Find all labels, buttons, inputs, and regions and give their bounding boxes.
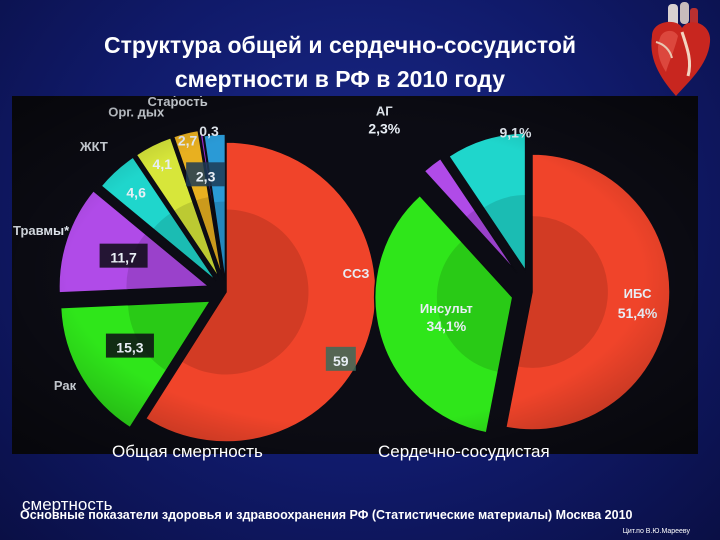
pie-charts: ССЗ59Рак15,3Травмы*11,7ЖКТ4,6Орг. дых4,1… [12, 96, 698, 454]
source-note: Основные показатели здоровья и здравоохр… [20, 508, 633, 522]
caption-left: Общая смертность [112, 442, 263, 461]
slide-title: Структура общей и сердечно-сосудистой см… [20, 28, 660, 96]
chart-photo: ССЗ59Рак15,3Травмы*11,7ЖКТ4,6Орг. дых4,1… [12, 96, 698, 454]
heart-icon [651, 2, 711, 96]
slide-title-line-2: смертности в РФ в 2010 году [174, 66, 506, 92]
slide-title-line-1: Структура общей и сердечно-сосудистой [103, 32, 577, 58]
caption-left-wrap: смертность [22, 495, 113, 514]
caption-right: Сердечно-сосудистая [378, 442, 550, 461]
credit-note: Цит.по В.Ю.Марееву [622, 528, 690, 535]
